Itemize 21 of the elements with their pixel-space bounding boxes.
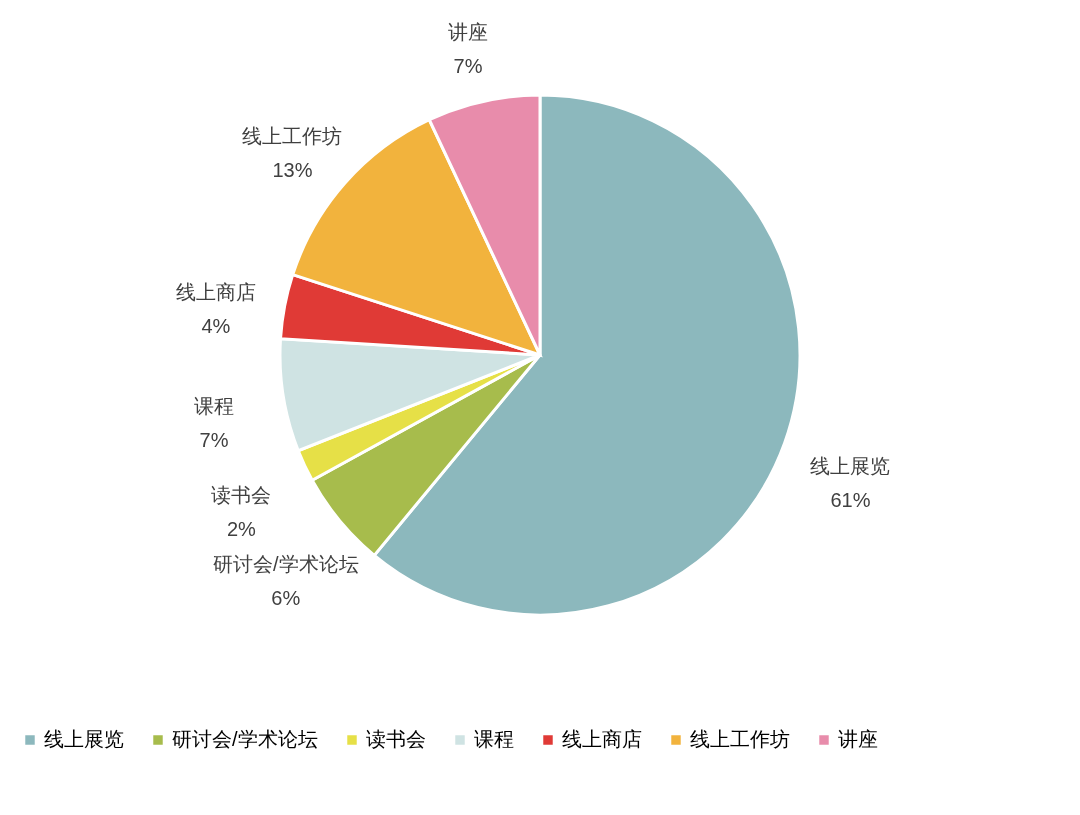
slice-label: 研讨会/学术论坛 (212, 553, 359, 576)
legend-label: 线上工作坊 (690, 728, 790, 750)
data-label: 2% (226, 517, 257, 540)
slice-label: 讲座 (448, 20, 489, 43)
data-label: 7% (453, 54, 483, 77)
legend-label: 读书会 (366, 728, 426, 750)
data-label: 6% (271, 587, 301, 610)
legend-label: 研讨会/学术论坛 (172, 728, 318, 750)
data-label: 61% (830, 488, 871, 511)
slice-label: 读书会 (211, 483, 272, 506)
legend-label: 课程 (474, 728, 514, 750)
data-label: 7% (199, 428, 229, 451)
legend-label: 线上展览 (44, 728, 124, 750)
legend-label: 线上商店 (562, 728, 642, 750)
slice-label: 线上展览 (810, 454, 891, 477)
slice-label: 线上商店 (175, 281, 256, 304)
legend-label: 讲座 (838, 728, 878, 750)
data-label: 13% (272, 158, 313, 181)
data-label: 4% (201, 315, 231, 338)
slice-label: 线上工作坊 (242, 124, 343, 147)
slice-label: 课程 (194, 394, 235, 417)
